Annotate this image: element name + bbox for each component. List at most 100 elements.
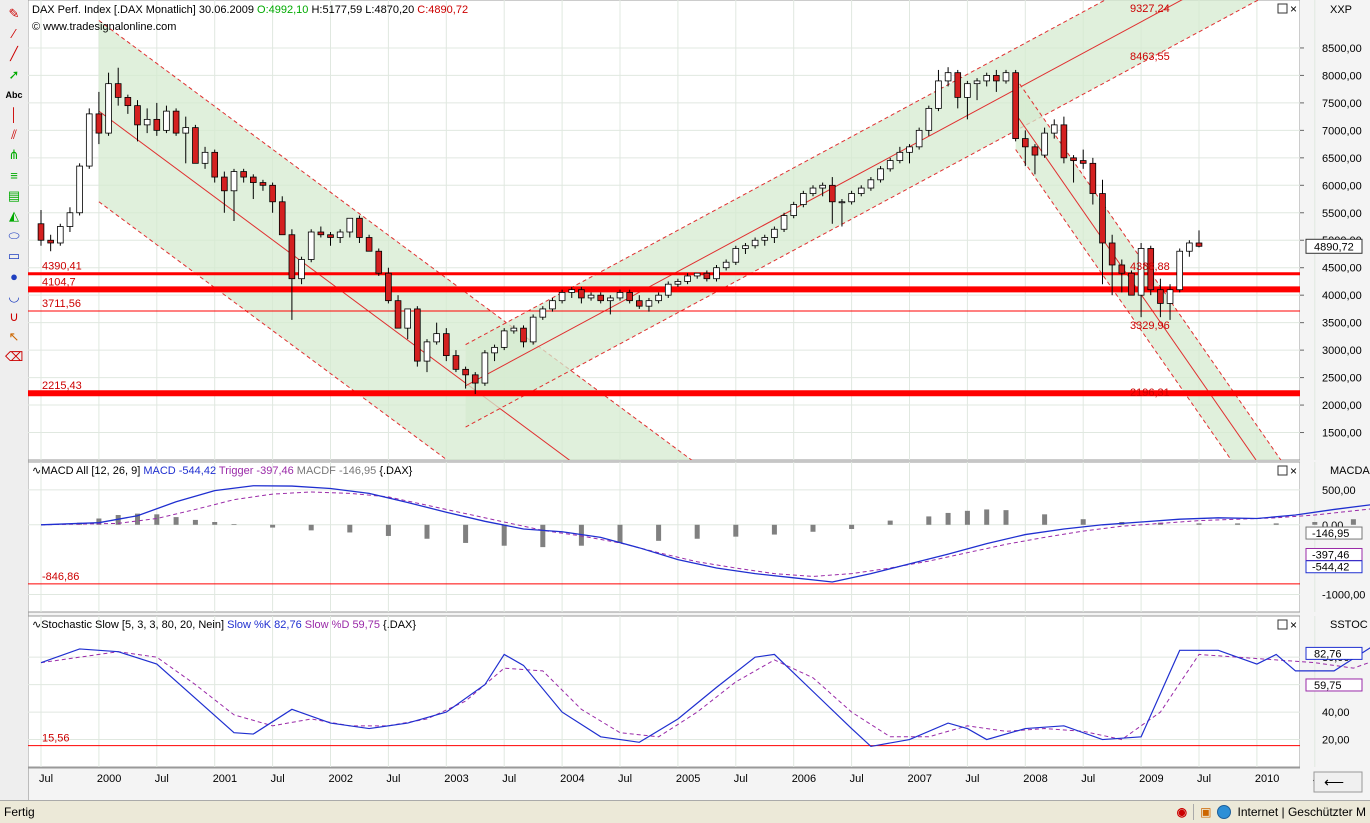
candle-body: [896, 151, 904, 161]
candle: [250, 174, 257, 200]
candle: [394, 295, 402, 329]
macd-histogram-bar: [1235, 523, 1241, 525]
candle-body: [66, 212, 74, 227]
candle-body: [829, 184, 836, 203]
candle: [674, 278, 682, 287]
candle: [877, 166, 884, 183]
arrow-icon[interactable]: ➚: [8, 66, 20, 82]
candle: [269, 182, 276, 213]
candle-body: [1147, 248, 1155, 291]
macd-histogram-bar: [154, 514, 160, 525]
candle-body: [221, 176, 228, 192]
text-icon[interactable]: Abc: [5, 89, 23, 100]
candle-body: [105, 83, 112, 134]
candle: [732, 245, 740, 265]
channel-icon[interactable]: ▤: [7, 187, 21, 203]
candle-body: [993, 75, 1000, 82]
parallel-icon[interactable]: ⫽: [11, 127, 17, 143]
candle-body: [549, 300, 556, 310]
status-text: Fertig: [4, 805, 35, 819]
gann-icon[interactable]: ◭: [9, 208, 19, 223]
candle-body: [751, 239, 759, 247]
y-tick-label: 6000,00: [1322, 180, 1362, 192]
pencil-icon[interactable]: ✎: [8, 6, 20, 21]
stoch-marker-label: 82,76: [1314, 648, 1342, 660]
candle-body: [655, 294, 662, 302]
candle: [616, 289, 624, 301]
candle-body: [172, 110, 180, 134]
macd-y-tick: -1000,00: [1322, 590, 1365, 602]
candle: [211, 149, 218, 183]
candle-body: [1050, 124, 1058, 134]
candle: [510, 325, 518, 334]
candle: [954, 69, 962, 109]
arrow-left-icon: ⟵: [1324, 774, 1344, 790]
arc-icon[interactable]: ◡: [8, 288, 20, 304]
candle-body: [857, 187, 865, 194]
eraser-icon[interactable]: ⌫: [5, 349, 24, 365]
candle: [452, 350, 460, 373]
macd-title-part: MACD -544,42: [140, 465, 216, 477]
candle: [935, 69, 942, 112]
macd-histogram-bar: [1196, 523, 1202, 525]
macd-histogram-bar: [1350, 519, 1356, 525]
fibonacci-icon[interactable]: ≡: [10, 167, 18, 183]
candle-body: [800, 193, 807, 205]
candle-body: [944, 72, 952, 82]
y-tick-label: 7000,00: [1322, 125, 1362, 137]
cursor-icon[interactable]: ↖: [8, 329, 20, 345]
macd-marker-label: -146,95: [1312, 528, 1349, 540]
channel-bear-2000-lower: [98, 201, 448, 460]
stoch-marker-label: 59,75: [1314, 680, 1342, 692]
candle-body: [1108, 242, 1116, 266]
restore-button: [1277, 465, 1288, 476]
candle-body: [848, 193, 855, 203]
channels: [98, 0, 1282, 460]
privacy-icon[interactable]: ◉: [1176, 805, 1188, 819]
candle-body: [1176, 250, 1183, 291]
candle: [327, 232, 334, 246]
candle: [636, 295, 643, 309]
stoch-title-part: ∿Stochastic Slow [5, 3, 3, 80, 20, Nein]: [32, 619, 224, 631]
circle-icon[interactable]: ●: [10, 268, 18, 284]
macd-histogram-bar: [1273, 523, 1279, 525]
candle: [105, 72, 112, 136]
channel-label: 8463,55: [1130, 51, 1170, 63]
magnet-icon[interactable]: ∪: [9, 309, 19, 324]
rectangle-icon[interactable]: ▭: [7, 248, 21, 264]
candle-body: [674, 281, 682, 285]
candle-body: [790, 204, 797, 216]
candle: [993, 69, 1000, 92]
candle: [491, 344, 498, 362]
candle: [1137, 242, 1145, 318]
x-tick-label: Jul: [155, 773, 169, 785]
candle: [143, 108, 151, 134]
chart-area: Jul 2000 Jul 2001 Jul 2002 Jul 2003 Jul 2004 Jul 20…: [28, 0, 1370, 800]
line-icon[interactable]: ╱: [10, 46, 18, 62]
macd-histogram-bar: [424, 524, 430, 539]
candle: [626, 289, 633, 304]
macd-marker-label: -544,42: [1312, 562, 1349, 574]
candle-body: [452, 355, 460, 370]
candle-body: [636, 300, 643, 307]
channel-bear-2000-upper: [98, 20, 693, 460]
macd-line: [40, 485, 1370, 583]
candle-body: [134, 105, 141, 126]
ray-icon[interactable]: ⁄: [12, 26, 16, 42]
candle-body: [85, 113, 93, 167]
pitchfork-icon[interactable]: ⋔: [8, 147, 20, 163]
ellipse-icon[interactable]: ⬭: [8, 228, 20, 244]
candle: [578, 286, 585, 304]
candle: [703, 270, 711, 282]
macd-marker-box: [1305, 560, 1363, 574]
vertical-line-icon[interactable]: │: [9, 107, 19, 122]
candle: [134, 100, 141, 142]
y-tick-label: 1500,00: [1322, 428, 1362, 440]
close-icon: ×: [1290, 464, 1297, 478]
macd-histogram-bar: [578, 524, 584, 546]
candle-body: [1002, 72, 1010, 82]
stoch-title-part: {.DAX}: [380, 619, 416, 631]
candle-body: [915, 129, 923, 148]
candle-body: [1118, 264, 1126, 274]
candle-body: [37, 223, 45, 241]
